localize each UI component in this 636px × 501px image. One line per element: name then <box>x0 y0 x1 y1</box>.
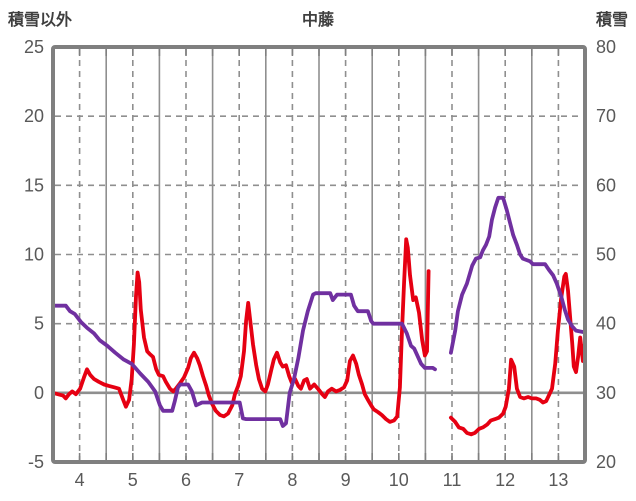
right-axis-title: 積雪 <box>595 12 628 29</box>
y-axis-label-right: 70 <box>596 106 616 126</box>
x-axis-label: 7 <box>234 470 244 490</box>
left-axis-series-line <box>51 237 431 424</box>
y-axis-label-right: 40 <box>596 314 616 334</box>
x-axis-label: 13 <box>548 470 568 490</box>
x-axis-label: 8 <box>287 470 297 490</box>
y-axis-label-left: 15 <box>24 175 44 195</box>
y-axis-label-right: 20 <box>596 452 616 472</box>
y-axis-label-left: 0 <box>34 383 44 403</box>
plot-border <box>51 45 587 464</box>
y-axis-label-right: 30 <box>596 383 616 403</box>
left-axis-series-line <box>448 271 586 437</box>
y-axis-label-right: 50 <box>596 245 616 265</box>
x-axis-label: 12 <box>495 470 515 490</box>
y-axis-label-right: 60 <box>596 175 616 195</box>
x-axis-label: 9 <box>341 470 351 490</box>
y-axis-label-left: 25 <box>24 37 44 57</box>
right-axis-series-line <box>51 291 437 428</box>
y-axis-label-right: 80 <box>596 37 616 57</box>
right-axis-series-line <box>448 195 585 355</box>
x-axis-label: 6 <box>181 470 191 490</box>
x-axis-label: 5 <box>128 470 138 490</box>
y-axis-label-left: 20 <box>24 106 44 126</box>
x-axis-label: 11 <box>443 470 462 490</box>
chart-title: 中藤 <box>301 12 334 29</box>
y-axis-label-left: 10 <box>24 245 44 265</box>
left-axis-title: 積雪以外 <box>8 12 73 29</box>
x-axis-label: 10 <box>389 470 409 490</box>
y-axis-label-left: -5 <box>28 452 44 472</box>
x-axis-label: 4 <box>75 470 85 490</box>
y-axis-label-left: 5 <box>34 314 44 334</box>
